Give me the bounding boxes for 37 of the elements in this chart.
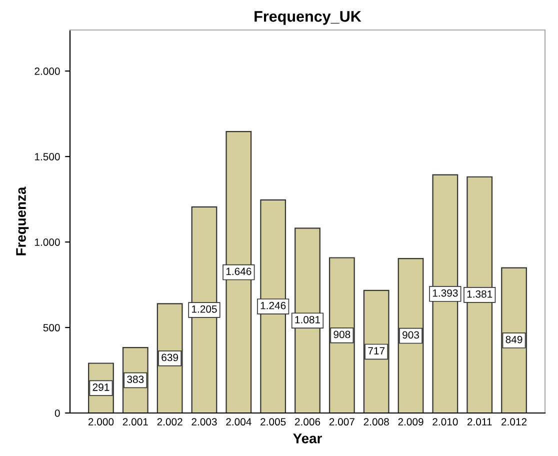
data-label: 383: [127, 376, 144, 384]
x-tick-label: 2.001: [122, 418, 148, 426]
x-tick-label: 2.004: [226, 418, 252, 426]
x-tick-label: 2.012: [502, 418, 527, 426]
data-label: 903: [402, 331, 419, 339]
y-tick-label: 500: [43, 324, 60, 332]
x-tick-label: 2.007: [329, 418, 354, 426]
y-tick-label: 0: [54, 410, 60, 417]
data-label: 1.205: [192, 305, 217, 313]
bar: [328, 257, 355, 413]
y-tick-label: 2.000: [34, 68, 60, 75]
data-label: 717: [368, 347, 385, 354]
bar: [398, 258, 424, 413]
x-tick-label: 2.009: [398, 418, 424, 426]
x-tick-label: 2.011: [467, 418, 492, 426]
data-label: 1.246: [260, 302, 286, 310]
data-label: 908: [334, 330, 350, 338]
y-tick-label: 1.500: [35, 153, 60, 160]
data-label: 291: [92, 384, 110, 391]
bar: [501, 267, 527, 413]
x-tick-label: 2.010: [432, 418, 458, 426]
x-tick-label: 2.000: [88, 418, 114, 426]
data-label: 639: [162, 354, 178, 362]
chart-title: Frequency_UK: [254, 11, 362, 25]
x-axis-title: Year: [293, 434, 322, 444]
x-tick-label: 2.003: [192, 418, 217, 426]
x-tick-label: 2.002: [157, 418, 182, 426]
data-label: 1.081: [295, 316, 320, 324]
data-label: 849: [506, 336, 522, 344]
x-tick-label: 2.008: [364, 418, 389, 426]
data-label: 1.381: [467, 290, 492, 298]
x-tick-label: 2.006: [294, 418, 320, 426]
x-tick-label: 2.005: [260, 418, 286, 426]
data-label: 1.646: [226, 268, 252, 276]
y-axis-title: Frequenza: [16, 186, 29, 256]
data-label: 1.393: [432, 289, 458, 297]
y-tick-label: 1.000: [35, 238, 60, 246]
